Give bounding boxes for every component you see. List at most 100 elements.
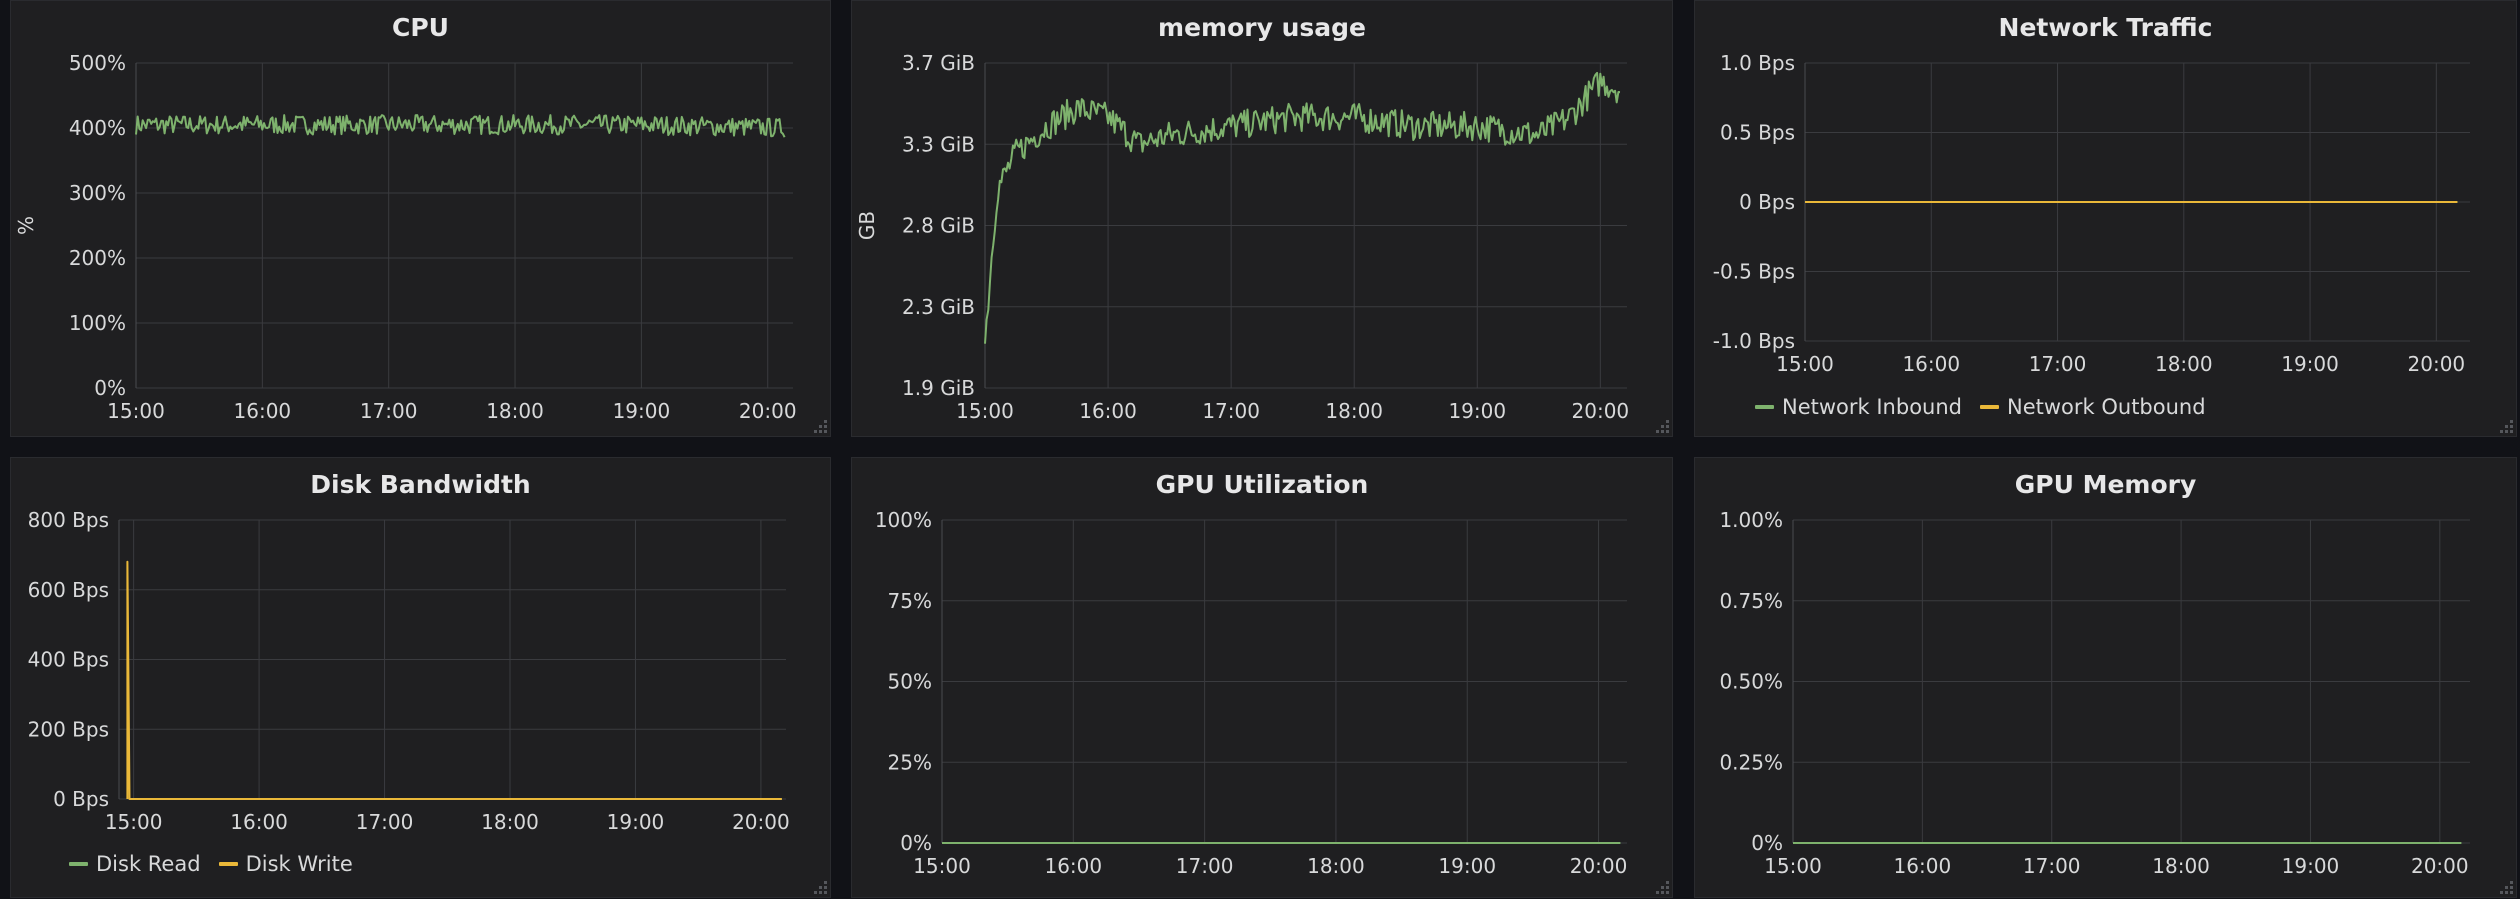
y-tick-label: 0 Bps — [53, 787, 109, 811]
x-tick-label: 20:00 — [1572, 399, 1630, 423]
resize-handle-icon[interactable] — [2500, 881, 2514, 895]
panel-gpu-memory: GPU Memory 0% 0.25% 0.50% 0.75% 1.00% 15:00 16… — [1694, 457, 2517, 898]
resize-handle-icon[interactable] — [2500, 420, 2514, 434]
legend-swatch-icon — [69, 862, 88, 866]
legend-label: Network Outbound — [2007, 395, 2206, 419]
y-tick-label: 2.8 GiB — [902, 214, 975, 238]
x-tick-label: 15:00 — [105, 810, 163, 834]
x-tick-label: 17:00 — [360, 399, 418, 423]
y-tick-label: 0.75% — [1719, 589, 1783, 613]
y-tick-label: 0% — [1751, 831, 1783, 855]
x-tick-label: 18:00 — [1307, 854, 1365, 878]
x-tick-label: 16:00 — [1079, 399, 1137, 423]
y-tick-label: 1.0 Bps — [1720, 51, 1795, 75]
legend-swatch-icon — [1755, 405, 1774, 409]
legend-item[interactable]: Disk Read — [69, 852, 201, 876]
x-tick-label: 15:00 — [913, 854, 971, 878]
x-tick-label: 20:00 — [1570, 854, 1628, 878]
y-tick-label: 200% — [69, 246, 126, 270]
x-tick-label: 16:00 — [230, 810, 288, 834]
panel-memory-usage: memory usage 1.9 GiB 2.3 GiB 2.8 GiB 3.3 Gi… — [851, 0, 1673, 437]
y-tick-label: 25% — [888, 750, 932, 774]
panel-gpu-utilization: GPU Utilization 0% 25% 50% 75% 100% 15:00 16:0… — [851, 457, 1673, 898]
y-tick-label: 500% — [69, 51, 126, 75]
y-tick-label: 0 Bps — [1739, 190, 1795, 214]
panel-title[interactable]: CPU — [392, 13, 449, 42]
panel-title[interactable]: GPU Utilization — [1155, 470, 1369, 499]
x-tick-label: 15:00 — [107, 399, 165, 423]
y-axis-label: GB — [855, 211, 879, 240]
y-tick-label: 0.50% — [1719, 670, 1783, 694]
y-tick-label: 400% — [69, 116, 126, 140]
y-tick-label: 300% — [69, 181, 126, 205]
y-tick-label: 50% — [888, 670, 932, 694]
x-tick-label: 18:00 — [2152, 854, 2210, 878]
resize-handle-icon[interactable] — [814, 420, 828, 434]
x-tick-label: 19:00 — [2282, 854, 2340, 878]
y-tick-label: 1.9 GiB — [902, 376, 975, 400]
y-tick-label: 800 Bps — [28, 508, 109, 532]
cpu-chart: 0% 100% 200% 300% 400% 500% 15:00 16:00 17:00 18:… — [14, 51, 797, 423]
x-tick-label: 19:00 — [613, 399, 671, 423]
legend-item[interactable]: Network Outbound — [1980, 395, 2206, 419]
disk-bandwidth-chart: 0 Bps 200 Bps 400 Bps 600 Bps 800 Bps 15:00 16… — [28, 508, 790, 834]
panel-title[interactable]: memory usage — [1158, 13, 1366, 42]
series-line[interactable] — [126, 560, 782, 800]
x-tick-label: 19:00 — [2281, 352, 2339, 376]
x-tick-label: 17:00 — [1202, 399, 1260, 423]
y-tick-label: 100% — [875, 508, 932, 532]
x-tick-label: 15:00 — [1776, 352, 1834, 376]
resize-handle-icon[interactable] — [814, 881, 828, 895]
x-tick-label: 20:00 — [739, 399, 797, 423]
series-line[interactable] — [135, 114, 786, 138]
y-tick-label: -0.5 Bps — [1713, 260, 1795, 284]
y-tick-label: 100% — [69, 311, 126, 335]
gpu-utilization-chart: 0% 25% 50% 75% 100% 15:00 16:00 17:00 18:00 19:00… — [875, 508, 1628, 878]
y-tick-label: 3.3 GiB — [902, 132, 975, 156]
panel-network-traffic: Network Traffic -1.0 Bps -0.5 Bps 0 Bps 0.5… — [1694, 0, 2517, 437]
y-tick-label: 0% — [94, 376, 126, 400]
panel-title[interactable]: Network Traffic — [1998, 13, 2213, 42]
legend-item[interactable]: Network Inbound — [1755, 395, 1962, 419]
panel-disk-bandwidth: Disk Bandwidth 0 Bps 200 Bps 400 Bps 600 Bp… — [10, 457, 831, 898]
legend-label: Disk Write — [245, 852, 353, 876]
x-tick-label: 18:00 — [2155, 352, 2213, 376]
x-tick-label: 18:00 — [486, 399, 544, 423]
y-axis-label: % — [14, 216, 38, 235]
x-tick-label: 16:00 — [1044, 854, 1102, 878]
y-tick-label: 400 Bps — [28, 648, 109, 672]
legend-label: Network Inbound — [1782, 395, 1962, 419]
x-tick-label: 15:00 — [956, 399, 1014, 423]
panel-title[interactable]: Disk Bandwidth — [310, 470, 531, 499]
x-tick-label: 19:00 — [1448, 399, 1506, 423]
y-tick-label: 2.3 GiB — [902, 295, 975, 319]
legend: Disk Read Disk Write — [69, 852, 371, 876]
x-tick-label: 18:00 — [481, 810, 539, 834]
x-tick-label: 20:00 — [732, 810, 790, 834]
y-tick-label: 600 Bps — [28, 578, 109, 602]
legend-item[interactable]: Disk Write — [218, 852, 353, 876]
y-tick-label: 3.7 GiB — [902, 51, 975, 75]
y-tick-label: 0.25% — [1719, 750, 1783, 774]
series-line[interactable] — [984, 71, 1621, 344]
panel-cpu: CPU 0% 100% 200% 300% 400% 500% 15:00 16:00 17:0… — [10, 0, 831, 437]
legend: Network Inbound Network Outbound — [1755, 395, 2224, 419]
x-tick-label: 18:00 — [1325, 399, 1383, 423]
y-tick-label: 1.00% — [1719, 508, 1783, 532]
resize-handle-icon[interactable] — [1656, 881, 1670, 895]
x-tick-label: 20:00 — [2411, 854, 2469, 878]
x-tick-label: 16:00 — [234, 399, 292, 423]
memory-usage-chart: 1.9 GiB 2.3 GiB 2.8 GiB 3.3 GiB 3.7 GiB 15:00… — [855, 51, 1630, 423]
gpu-memory-chart: 0% 0.25% 0.50% 0.75% 1.00% 15:00 16:00 17:00 18:… — [1719, 508, 2470, 878]
y-tick-label: 75% — [888, 589, 932, 613]
resize-handle-icon[interactable] — [1656, 420, 1670, 434]
x-tick-label: 17:00 — [1176, 854, 1234, 878]
y-tick-label: 0.5 Bps — [1720, 121, 1795, 145]
legend-swatch-icon — [218, 862, 238, 866]
x-tick-label: 17:00 — [2029, 352, 2087, 376]
x-tick-label: 15:00 — [1764, 854, 1822, 878]
y-tick-label: 0% — [900, 831, 932, 855]
panel-title[interactable]: GPU Memory — [2014, 470, 2197, 499]
x-tick-label: 17:00 — [356, 810, 414, 834]
legend-swatch-icon — [1980, 405, 1999, 409]
